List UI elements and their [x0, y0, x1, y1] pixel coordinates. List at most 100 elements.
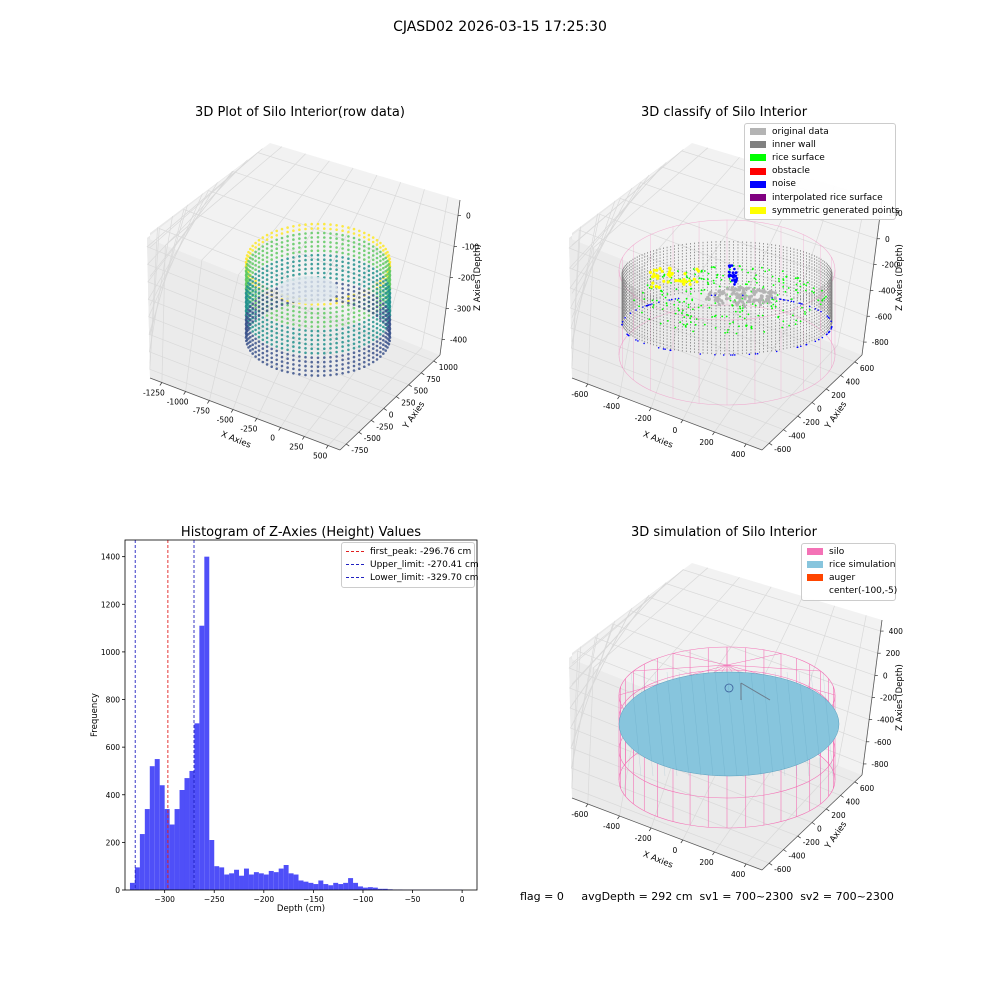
classify-noise-point	[734, 354, 736, 356]
histogram-y-tick-label: 1200	[101, 600, 120, 609]
raw-plot-point	[384, 301, 388, 304]
classify-rice-point	[771, 307, 774, 310]
classify-rice-point	[714, 327, 717, 329]
raw-plot-point	[254, 303, 257, 307]
histogram-bar	[219, 867, 225, 890]
classify-rice-point	[690, 315, 693, 318]
simulation-plot-left-pane	[569, 563, 692, 798]
classify-symmetric-point	[696, 269, 701, 273]
classify-plot-y-tick	[854, 361, 859, 365]
classify-plot-z-grid	[571, 213, 868, 342]
raw-plot-point	[254, 301, 257, 305]
simulation-legend-item: rice simulation	[802, 558, 895, 571]
raw-plot-point	[280, 333, 284, 337]
raw-plot-point	[270, 343, 274, 346]
raw-plot-point	[249, 247, 252, 251]
status-line: flag = 0 avgDepth = 292 cm sv1 = 700~230…	[520, 890, 894, 903]
raw-plot-point	[249, 301, 252, 304]
histogram-legend: first_peak: -296.76 cm Upper_limit: -270.…	[341, 542, 479, 588]
raw-plot-point	[375, 353, 379, 357]
raw-plot-point	[329, 347, 332, 350]
raw-plot-point	[335, 295, 338, 298]
raw-plot-point	[247, 264, 250, 267]
classify-original-point	[769, 293, 773, 297]
classify-legend-item: original data	[745, 125, 895, 138]
classify-symmetric-point	[695, 280, 699, 284]
classify-legend-item: noise	[745, 178, 895, 191]
raw-plot-point	[375, 340, 379, 343]
raw-plot-point	[275, 265, 279, 268]
simulation-plot-x-tick	[617, 815, 620, 820]
histogram-frame	[124, 539, 478, 891]
raw-plot-point	[275, 274, 279, 277]
raw-plot-point	[254, 341, 257, 345]
classify-rice-point	[721, 315, 724, 318]
raw-plot-point	[341, 309, 344, 313]
raw-plot-point	[257, 340, 261, 343]
raw-plot-point	[310, 338, 314, 342]
raw-plot-point	[341, 229, 344, 232]
classify-rice-point	[675, 288, 678, 291]
raw-plot-point	[382, 306, 385, 310]
classify-rice-point	[795, 319, 798, 322]
raw-plot-point	[329, 236, 332, 240]
raw-plot-point	[347, 361, 350, 365]
classify-rice-point	[821, 299, 824, 302]
raw-plot-point	[304, 263, 307, 266]
raw-plot-point	[341, 340, 344, 344]
raw-plot-point	[254, 250, 257, 254]
classify-noise-point	[735, 271, 738, 274]
classify-noise-point	[733, 267, 736, 271]
raw-plot-point	[375, 292, 379, 295]
histogram-bar	[154, 759, 160, 890]
raw-plot-point	[347, 275, 350, 278]
raw-plot-point	[257, 349, 261, 352]
classify-symmetric-point	[682, 282, 686, 286]
raw-plot-point	[382, 249, 385, 252]
raw-plot-back-pane	[147, 143, 460, 355]
raw-plot-point	[367, 336, 371, 340]
classify-rice-point	[692, 330, 694, 333]
raw-plot-point	[257, 283, 261, 286]
raw-plot-point	[257, 353, 261, 357]
raw-plot-point	[286, 335, 289, 338]
raw-plot-point	[371, 334, 375, 337]
classify-original-point	[730, 292, 734, 296]
raw-plot-point	[386, 322, 389, 325]
raw-plot-point	[329, 272, 332, 275]
classify-rice-point	[805, 289, 807, 292]
classify-rice-point	[785, 275, 788, 278]
raw-plot-point	[261, 325, 265, 328]
classify-noise-point	[784, 299, 786, 301]
raw-plot-point	[298, 255, 301, 258]
raw-plot-point	[382, 298, 385, 301]
raw-plot-point	[347, 317, 350, 321]
raw-plot-point	[341, 256, 344, 259]
classify-original-point	[759, 289, 763, 293]
classify-rice-point	[782, 286, 785, 288]
histogram-bar	[169, 824, 175, 890]
raw-plot-point	[358, 229, 361, 233]
classify-rice-point	[757, 314, 760, 317]
classify-original-point	[749, 294, 754, 298]
classify-rice-point	[707, 278, 709, 281]
raw-plot-point	[304, 311, 307, 315]
raw-plot-point	[329, 338, 332, 341]
classify-symmetric-point	[666, 272, 670, 277]
histogram-bar	[293, 874, 299, 890]
classify-noise-point	[771, 297, 773, 299]
classify-symmetric-point	[652, 268, 656, 272]
raw-plot-point	[292, 305, 295, 308]
classify-plot-y-tick-label: 600	[860, 364, 875, 373]
raw-plot-point	[358, 260, 361, 264]
raw-plot-point	[375, 344, 379, 348]
raw-plot-point	[371, 262, 375, 266]
raw-plot-point	[265, 287, 269, 290]
raw-plot-point	[270, 325, 274, 329]
classify-original-point	[743, 294, 748, 299]
simulation-plot-x-tick-label: 400	[731, 870, 746, 879]
raw-plot-point	[379, 290, 382, 294]
classify-rice-point	[799, 285, 802, 288]
raw-plot-point	[316, 267, 320, 270]
raw-plot-point	[367, 247, 371, 250]
